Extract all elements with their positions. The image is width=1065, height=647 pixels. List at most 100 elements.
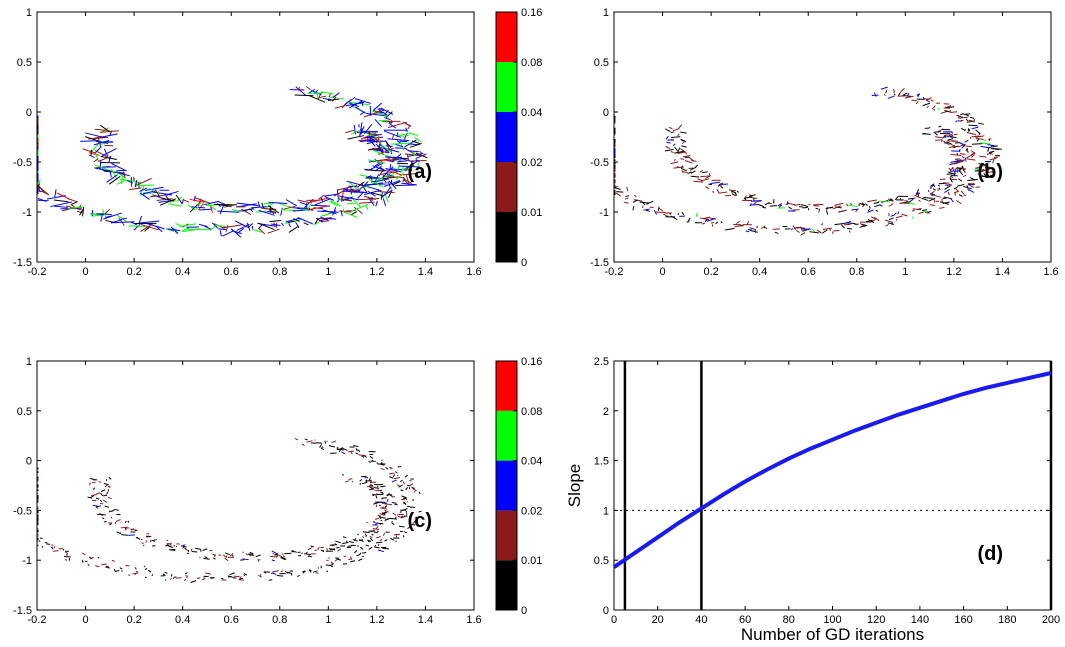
data-segment (183, 199, 190, 203)
data-segment (969, 177, 976, 181)
data-segment (389, 476, 394, 479)
data-segment (359, 479, 363, 482)
data-segment (152, 545, 156, 547)
y-tick-label: 2 (603, 406, 609, 418)
data-segment (850, 203, 853, 206)
data-segment (327, 98, 340, 101)
data-segment (181, 198, 184, 205)
data-segment (132, 572, 139, 575)
data-segment (977, 172, 981, 175)
y-tick-label: -1.5 (13, 605, 32, 617)
colorbar-tick-label: 0.04 (521, 107, 542, 119)
x-tick-label: 1.2 (946, 266, 961, 278)
data-segment (762, 206, 767, 209)
data-segment (114, 569, 120, 572)
x-tick-label: 0.8 (272, 266, 287, 278)
data-segment (210, 206, 213, 214)
data-segment (225, 225, 229, 232)
data-segment (270, 223, 281, 226)
data-segment (231, 209, 241, 213)
data-segment (834, 202, 844, 206)
data-segment (968, 182, 975, 186)
data-segment (116, 531, 122, 535)
data-segment (956, 114, 963, 118)
data-segment (366, 112, 386, 117)
data-segment (965, 114, 970, 117)
data-segment (375, 522, 378, 525)
data-segment (792, 225, 797, 230)
data-segment (128, 534, 135, 536)
data-segment (362, 551, 367, 554)
data-segment (980, 142, 991, 145)
data-segment (295, 86, 306, 96)
data-segment (106, 174, 118, 183)
data-segment (815, 207, 819, 210)
data-segment (319, 444, 322, 448)
data-segment (212, 557, 216, 560)
data-segment (285, 217, 301, 223)
data-segment (128, 225, 146, 227)
data-segment (363, 182, 384, 187)
data-segment (89, 154, 95, 159)
data-segment (673, 143, 676, 147)
data-segment (91, 499, 97, 502)
data-segment (140, 223, 159, 231)
data-segment (960, 112, 964, 116)
data-segment (645, 209, 650, 212)
data-segment (53, 205, 68, 208)
data-segment (322, 209, 337, 215)
data-segment (992, 145, 997, 148)
data-segment (94, 164, 113, 172)
data-segment (203, 225, 212, 230)
data-segment (379, 489, 383, 492)
data-segment (95, 505, 102, 508)
data-segment (99, 142, 107, 145)
data-segment (348, 478, 353, 480)
data-segment (94, 128, 110, 132)
data-segment (943, 133, 953, 137)
data-segment (374, 165, 383, 172)
x-tick-label: 0.4 (175, 614, 190, 626)
data-segment (833, 229, 840, 232)
data-segment (633, 194, 637, 197)
data-segment (861, 223, 868, 227)
data-segment (665, 145, 671, 150)
data-segment (390, 187, 393, 191)
data-segment (615, 192, 622, 197)
data-segment (822, 227, 832, 230)
data-segment (312, 570, 318, 573)
data-segment (930, 184, 934, 188)
data-segment (938, 187, 941, 190)
data-segment (939, 206, 945, 209)
colorbar-swatch (496, 62, 517, 112)
y-tick-label: 0.5 (594, 555, 609, 567)
data-segment (996, 154, 1001, 157)
data-segment (380, 462, 385, 465)
data-segment (247, 553, 255, 556)
x-tick-label: 0 (611, 614, 617, 626)
data-segment (332, 207, 337, 216)
data-segment (179, 223, 197, 228)
data-segment (926, 105, 929, 109)
data-segment (929, 190, 935, 195)
data-segment (144, 576, 147, 579)
data-segment (148, 187, 155, 192)
data-segment (966, 153, 974, 159)
data-segment (130, 221, 138, 226)
data-segment (643, 208, 650, 211)
data-segment (677, 133, 680, 137)
data-segment (270, 555, 278, 558)
colorbar-tick-label: 0.04 (521, 456, 542, 468)
data-segment (325, 564, 332, 567)
y-axis-title: Slope (565, 464, 584, 507)
data-segment (360, 546, 364, 550)
data-segment (204, 556, 208, 559)
data-segment (978, 163, 987, 166)
x-tick-label: 1.6 (466, 614, 481, 626)
data-segment (329, 200, 338, 207)
data-segment (958, 149, 961, 152)
data-segment (271, 550, 277, 554)
data-segment (706, 218, 716, 222)
data-segment (409, 479, 412, 482)
data-segment (674, 150, 685, 154)
